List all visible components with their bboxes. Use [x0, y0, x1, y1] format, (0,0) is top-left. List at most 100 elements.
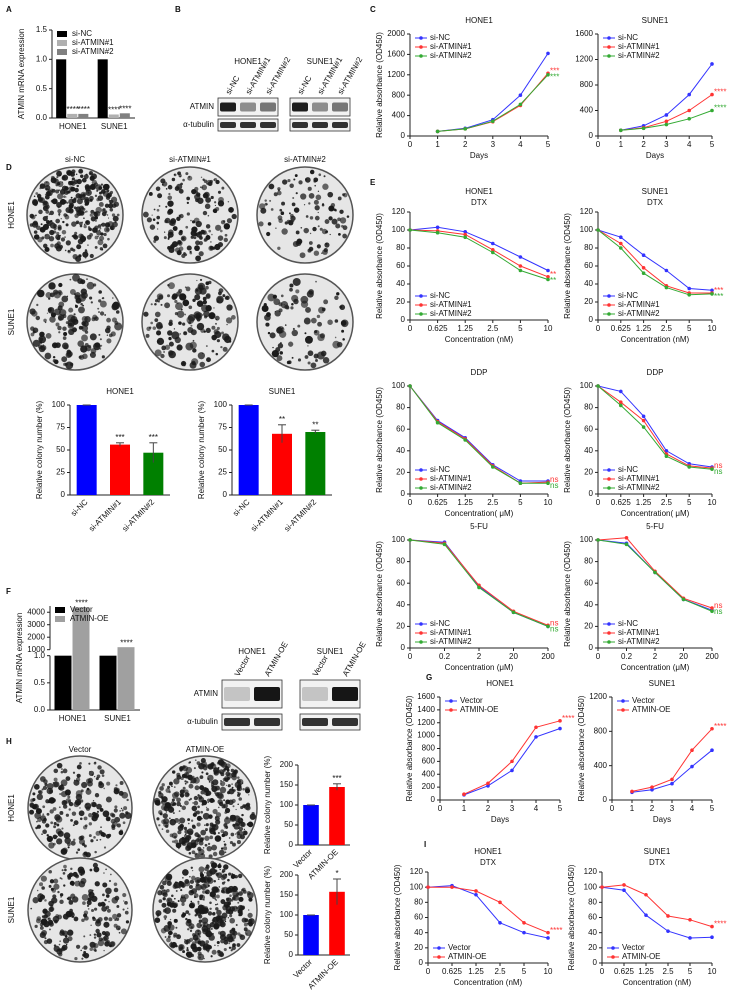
colony — [186, 245, 192, 251]
colony — [203, 879, 207, 883]
legend-label: si-NC — [618, 619, 638, 628]
colony — [151, 214, 153, 216]
colony — [84, 184, 91, 190]
colony — [213, 923, 220, 930]
x-tick-label: 1.25 — [468, 967, 484, 976]
colony — [217, 200, 225, 207]
colony — [177, 900, 180, 903]
colony — [230, 211, 233, 213]
data-point — [710, 62, 714, 66]
colony — [279, 351, 283, 355]
colony — [87, 908, 90, 910]
data-point — [710, 924, 714, 929]
colony — [47, 917, 51, 921]
colony — [201, 304, 209, 313]
x-axis-label: Concentration (μM) — [621, 663, 690, 672]
colony — [297, 324, 301, 328]
colony — [41, 236, 45, 240]
colony — [50, 312, 57, 318]
colony — [204, 843, 208, 847]
colony — [179, 817, 186, 824]
colony — [335, 223, 341, 229]
colony — [89, 947, 94, 951]
colony — [231, 885, 238, 893]
x-tick-label: 4 — [534, 804, 539, 813]
colony — [61, 356, 68, 363]
legend-marker — [419, 45, 423, 49]
blot-band — [240, 122, 256, 128]
colony — [205, 806, 208, 809]
colony — [98, 290, 102, 294]
colony — [169, 319, 173, 324]
y-tick-label: 40 — [584, 279, 593, 288]
colony — [226, 226, 229, 229]
colony — [189, 761, 192, 764]
colony — [60, 217, 62, 220]
colony — [338, 232, 341, 236]
colony — [228, 799, 234, 806]
colony — [58, 952, 63, 957]
colony — [317, 321, 322, 327]
colony — [209, 797, 215, 803]
legend-label: ATMIN-OE — [632, 705, 671, 714]
colony — [233, 815, 241, 822]
colony — [164, 231, 166, 233]
colony — [103, 872, 105, 874]
colony — [142, 211, 149, 218]
y-tick-label: 0 — [589, 489, 594, 498]
y-tick-label: 100 — [580, 225, 594, 234]
colony — [276, 355, 283, 362]
colony — [32, 339, 41, 348]
y-tick-label: 100 — [214, 400, 228, 409]
data-point — [624, 542, 629, 547]
colony — [170, 801, 176, 806]
colony — [309, 216, 314, 220]
colony — [197, 953, 205, 961]
colony — [224, 920, 227, 923]
colony — [287, 360, 292, 365]
colony — [293, 298, 299, 305]
colony — [125, 920, 130, 924]
colony — [53, 825, 57, 829]
data-point — [491, 119, 495, 124]
colony — [53, 883, 60, 890]
legend-swatch — [55, 607, 65, 613]
colony — [200, 829, 207, 836]
chart-subtitle: DTX — [649, 858, 666, 867]
colony — [323, 299, 329, 305]
colony — [48, 884, 52, 888]
colony — [307, 186, 312, 191]
colony — [167, 184, 173, 190]
data-point — [619, 400, 623, 405]
data-point — [710, 292, 714, 296]
blot-band — [312, 122, 328, 128]
y-axis-label: Relative colony number (%) — [263, 866, 272, 965]
colony — [203, 330, 206, 333]
data-point — [408, 384, 412, 388]
colony — [237, 873, 243, 879]
colony — [187, 822, 190, 825]
colony — [188, 851, 192, 855]
colony — [213, 179, 215, 181]
colony — [44, 184, 51, 191]
colony — [179, 229, 183, 234]
colony — [43, 243, 48, 249]
data-point — [498, 921, 502, 925]
colony — [97, 224, 102, 228]
colony — [175, 302, 183, 311]
colony — [169, 918, 172, 921]
colony — [314, 215, 320, 221]
data-point — [600, 885, 604, 889]
colony — [216, 326, 220, 330]
colony — [342, 225, 348, 231]
colony — [120, 807, 123, 810]
colony — [48, 188, 50, 191]
colony — [96, 803, 102, 810]
colony — [182, 178, 185, 182]
y-tick-label: 40 — [588, 928, 597, 937]
y-tick-label: 0 — [401, 131, 406, 140]
colony — [40, 223, 43, 226]
colony — [164, 344, 171, 350]
significance-label: ** — [279, 415, 285, 424]
data-point — [442, 542, 447, 547]
